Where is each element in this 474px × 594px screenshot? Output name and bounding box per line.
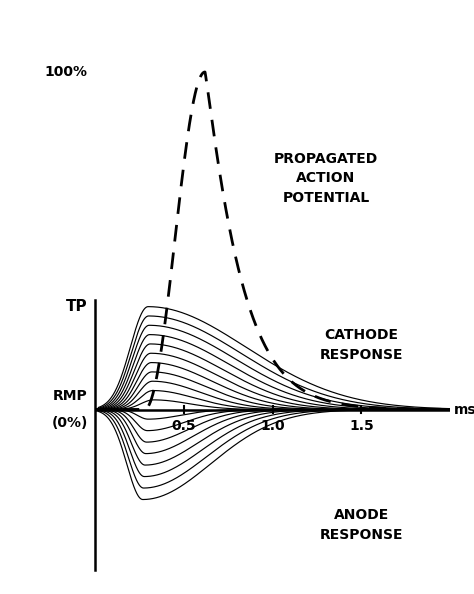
Text: 1.0: 1.0 [260,419,285,432]
Text: (0%): (0%) [51,416,88,430]
Text: 100%: 100% [45,65,88,79]
Text: PROPAGATED
ACTION
POTENTIAL: PROPAGATED ACTION POTENTIAL [274,151,378,204]
Text: 1.5: 1.5 [349,419,374,432]
Text: TP: TP [66,299,88,314]
Text: msec: msec [454,403,474,416]
Text: 0.5: 0.5 [172,419,196,432]
Text: ANODE
RESPONSE: ANODE RESPONSE [319,508,403,542]
Text: CATHODE
RESPONSE: CATHODE RESPONSE [319,328,403,362]
Text: RMP: RMP [53,389,88,403]
